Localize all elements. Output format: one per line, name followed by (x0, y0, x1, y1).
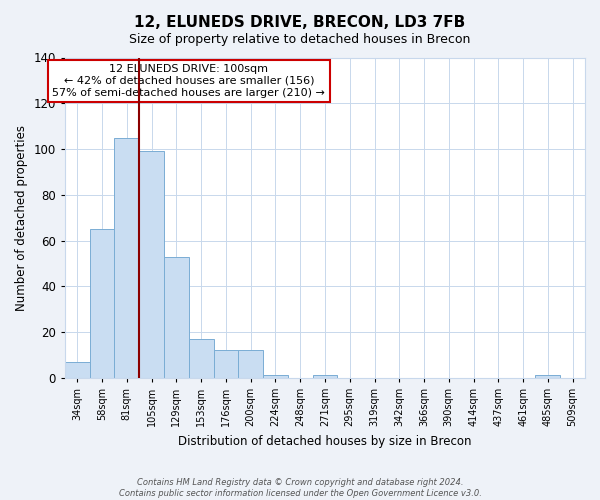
Bar (214, 350, 238, 378)
Bar (263, 376, 288, 378)
Bar (115, 138, 139, 378)
Bar (189, 339, 214, 378)
X-axis label: Distribution of detached houses by size in Brecon: Distribution of detached houses by size … (178, 434, 472, 448)
Bar (90, 229, 115, 378)
Bar (65, 362, 90, 378)
Text: Size of property relative to detached houses in Brecon: Size of property relative to detached ho… (130, 32, 470, 46)
Bar (164, 256, 189, 378)
Text: Contains HM Land Registry data © Crown copyright and database right 2024.
Contai: Contains HM Land Registry data © Crown c… (119, 478, 481, 498)
Bar (238, 350, 263, 378)
Bar (139, 152, 164, 378)
Text: 12 ELUNEDS DRIVE: 100sqm
← 42% of detached houses are smaller (156)
57% of semi-: 12 ELUNEDS DRIVE: 100sqm ← 42% of detach… (52, 64, 325, 98)
Text: 12, ELUNEDS DRIVE, BRECON, LD3 7FB: 12, ELUNEDS DRIVE, BRECON, LD3 7FB (134, 15, 466, 30)
Bar (535, 376, 560, 378)
Y-axis label: Number of detached properties: Number of detached properties (15, 124, 28, 310)
Bar (313, 376, 337, 378)
